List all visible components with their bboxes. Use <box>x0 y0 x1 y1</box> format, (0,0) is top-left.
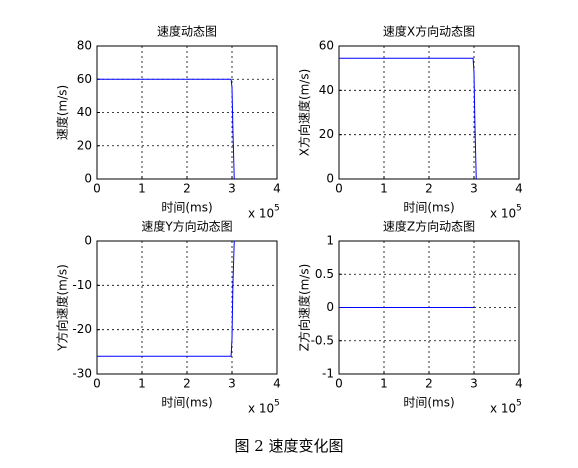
y-tick-label: 20 <box>319 127 334 141</box>
x-axis-label: 时间(ms) <box>403 396 454 410</box>
y-tick-label: 40 <box>77 105 92 119</box>
x-tick-label: 2 <box>425 377 433 391</box>
y-tick-label: 20 <box>77 138 92 152</box>
y-tick-label: 60 <box>319 39 334 53</box>
y-tick-label: -0.5 <box>311 333 334 347</box>
x-tick-label: 1 <box>380 182 388 196</box>
x-scale-label: x 10 <box>248 402 274 416</box>
y-axis-label: Y方向速度(m/s) <box>55 264 70 352</box>
y-axis-label: Z方向速度(m/s) <box>297 264 312 352</box>
chart-title: 速度X方向动态图 <box>383 24 475 39</box>
figure-caption: 图 2 速度变化图 <box>234 437 343 455</box>
x-tick-label: 2 <box>183 182 191 196</box>
y-tick-label: 0 <box>84 172 92 186</box>
x-tick-label: 2 <box>183 377 191 391</box>
x-tick-label: 4 <box>273 182 281 196</box>
x-tick-label: 1 <box>380 377 388 391</box>
x-scale-label: x 10 <box>490 402 516 416</box>
y-axis-label: X方向速度(m/s) <box>297 69 312 157</box>
x-scale-exponent: 5 <box>516 204 522 214</box>
data-line <box>339 57 477 180</box>
x-tick-label: 4 <box>515 377 523 391</box>
x-axis-label: 时间(ms) <box>161 396 212 410</box>
chart-title: 速度动态图 <box>157 24 217 39</box>
y-tick-label: 0 <box>84 234 92 248</box>
y-tick-label: 0.5 <box>315 267 334 281</box>
x-tick-label: 0 <box>93 182 101 196</box>
x-scale-exponent: 5 <box>274 399 280 409</box>
x-scale-label: x 10 <box>490 207 516 221</box>
x-tick-label: 4 <box>515 182 523 196</box>
axes-box <box>338 45 520 180</box>
x-tick-label: 0 <box>335 377 343 391</box>
chart-title: 速度Z方向动态图 <box>383 219 475 234</box>
x-tick-label: 1 <box>138 182 146 196</box>
x-scale-label: x 10 <box>248 207 274 221</box>
x-scale-exponent: 5 <box>274 204 280 214</box>
y-tick-label: 0 <box>326 172 334 186</box>
y-tick-label: -1 <box>322 367 334 381</box>
y-tick-label: -20 <box>72 322 92 336</box>
x-tick-label: 0 <box>93 377 101 391</box>
x-tick-label: 1 <box>138 377 146 391</box>
x-tick-label: 4 <box>273 377 281 391</box>
y-tick-label: -10 <box>72 278 92 292</box>
y-tick-label: 1 <box>326 234 334 248</box>
x-tick-label: 3 <box>228 377 236 391</box>
x-axis-label: 时间(ms) <box>403 201 454 215</box>
x-scale-exponent: 5 <box>516 399 522 409</box>
axes-box <box>96 240 278 375</box>
data-line <box>97 78 235 180</box>
y-tick-label: 60 <box>77 72 92 86</box>
y-axis-label: 速度(m/s) <box>55 85 70 140</box>
x-axis-label: 时间(ms) <box>161 201 212 215</box>
y-tick-label: 0 <box>326 300 334 314</box>
y-tick-label: 40 <box>319 83 334 97</box>
axes-box <box>96 45 278 180</box>
x-tick-label: 0 <box>335 182 343 196</box>
y-tick-label: 80 <box>77 39 92 53</box>
data-line <box>97 240 235 357</box>
x-tick-label: 3 <box>228 182 236 196</box>
x-tick-label: 3 <box>470 377 478 391</box>
chart-title: 速度Y方向动态图 <box>141 219 232 234</box>
y-tick-label: -30 <box>72 367 92 381</box>
x-tick-label: 3 <box>470 182 478 196</box>
x-tick-label: 2 <box>425 182 433 196</box>
